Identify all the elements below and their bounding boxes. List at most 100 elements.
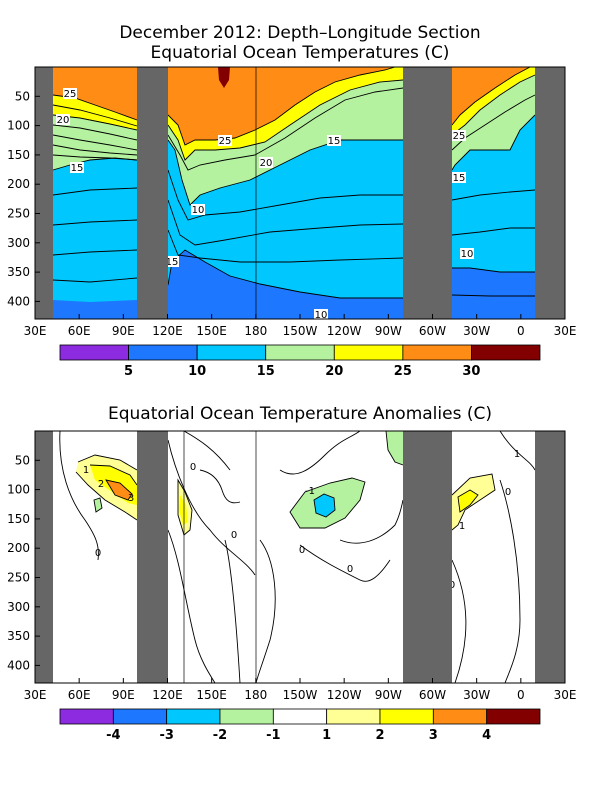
- land-mask: [535, 431, 565, 683]
- x-tick-label: 90E: [112, 688, 135, 702]
- x-tick-label: 30E: [24, 324, 47, 338]
- figure-title: December 2012: Depth–Longitude Section: [119, 23, 480, 43]
- colorbar-swatch: [59, 344, 129, 361]
- colorbar-swatch: [59, 708, 114, 725]
- x-tick-label: 30W: [463, 688, 490, 702]
- x-tick-label: 90E: [112, 324, 135, 338]
- y-tick-label: 400: [7, 658, 30, 672]
- y-tick-label: 250: [7, 571, 30, 585]
- x-tick-label: 120W: [327, 688, 362, 702]
- y-tick-label: 50: [15, 89, 30, 103]
- colorbar-swatch: [333, 344, 404, 361]
- colorbar-label: -2: [213, 728, 227, 743]
- colorbar-swatch: [379, 708, 434, 725]
- colorbar-swatch: [272, 708, 328, 725]
- x-tick-label: 60W: [419, 688, 446, 702]
- panel-2-colorbar: -4 -3 -2 -1 1 2 3 4: [59, 708, 541, 743]
- x-tick-label: 90W: [375, 688, 402, 702]
- contour-label: 20: [260, 158, 273, 169]
- colorbar-label: 10: [188, 364, 206, 379]
- y-tick-label: 100: [7, 483, 30, 497]
- colorbar-label: 30: [462, 364, 480, 379]
- x-tick-label: 120E: [152, 324, 183, 338]
- anom-band-neg2-neg3: [314, 494, 335, 517]
- y-tick-label: 350: [7, 629, 30, 643]
- colorbar-label: 15: [257, 364, 275, 379]
- y-tick-label: 250: [7, 207, 30, 221]
- contour-label: 15: [166, 257, 179, 268]
- x-tick-label: 150W: [283, 324, 318, 338]
- panel-2-axes: 30E 60E 90E 120E 150E 180 150W 120W 90W 60W 30W 0 30…: [7, 453, 576, 702]
- contour-label: 0: [299, 545, 305, 556]
- land-mask: [403, 67, 452, 319]
- x-tick-label: 180: [244, 324, 267, 338]
- contour-label: 25: [219, 136, 232, 147]
- contour-label: 0: [190, 462, 196, 473]
- y-tick-label: 100: [7, 119, 30, 133]
- contour-label: 25: [64, 89, 77, 100]
- y-tick-label: 50: [15, 453, 30, 467]
- y-tick-label: 150: [7, 512, 30, 526]
- contour-label: 1: [83, 465, 89, 476]
- contour-label: 10: [192, 205, 205, 216]
- colorbar-label: 25: [394, 364, 412, 379]
- land-mask: [137, 67, 168, 319]
- colorbar-swatch: [128, 344, 198, 361]
- contour-label: 15: [328, 136, 341, 147]
- colorbar-label: 2: [375, 728, 384, 743]
- x-tick-label: 180: [244, 688, 267, 702]
- contour-label: 25: [453, 131, 466, 142]
- anom-band-3-4: [106, 480, 132, 500]
- x-tick-label: 30E: [554, 324, 577, 338]
- contour-label: 0: [231, 530, 237, 541]
- temp-band-25-30: [53, 67, 530, 145]
- colorbar-swatch: [265, 344, 335, 361]
- panel-1-title: Equatorial Ocean Temperatures (C): [151, 43, 450, 63]
- contour-label: 0: [505, 487, 511, 498]
- x-tick-label: 150W: [283, 688, 318, 702]
- y-tick-label: 150: [7, 148, 30, 162]
- x-tick-label: 60W: [419, 324, 446, 338]
- x-tick-label: 30E: [554, 688, 577, 702]
- x-tick-label: 60E: [68, 688, 91, 702]
- colorbar-label: -1: [266, 728, 280, 743]
- temp-band-gt-30: [218, 67, 230, 88]
- y-tick-label: 400: [7, 294, 30, 308]
- contour-label: 0: [347, 564, 353, 575]
- land-mask: [35, 431, 53, 683]
- x-tick-label: 120E: [152, 688, 183, 702]
- colorbar-swatch: [471, 344, 541, 361]
- x-tick-label: 30E: [24, 688, 47, 702]
- panel-1-plot: 25 20 15 25 20 15 10 15 10 25 15 10: [35, 67, 565, 321]
- colorbar-label: 1: [322, 728, 331, 743]
- colorbar-swatch: [166, 708, 221, 725]
- contour-label: 1: [459, 521, 465, 532]
- temp-band-5-10: [53, 250, 535, 319]
- land-mask: [35, 67, 53, 319]
- colorbar-label: 20: [325, 364, 343, 379]
- colorbar-swatch: [402, 344, 472, 361]
- y-tick-label: 200: [7, 177, 30, 191]
- contour-label: 0: [95, 548, 101, 559]
- panel-2-plot: 1 2 3 0 0 0 -1 0 0 0 1 1 0: [35, 431, 565, 683]
- contour-label: 15: [453, 173, 466, 184]
- x-tick-label: 0: [517, 688, 525, 702]
- colorbar-label: 4: [482, 728, 491, 743]
- y-tick-label: 350: [7, 265, 30, 279]
- colorbar-swatch: [432, 708, 488, 725]
- colorbar-swatch: [219, 708, 274, 725]
- y-tick-label: 200: [7, 541, 30, 555]
- x-tick-label: 150E: [196, 688, 227, 702]
- contour-label: 3: [128, 493, 134, 504]
- land-mask: [403, 431, 452, 683]
- contour-label: 15: [71, 163, 84, 174]
- contour-label: 1: [514, 449, 520, 460]
- contour-label: 20: [57, 115, 70, 126]
- x-tick-label: 0: [517, 324, 525, 338]
- contour-label: -1: [305, 486, 315, 497]
- colorbar-swatch: [326, 708, 381, 725]
- contour-label: 10: [315, 310, 328, 321]
- land-mask: [137, 431, 168, 683]
- colorbar-label: -3: [159, 728, 173, 743]
